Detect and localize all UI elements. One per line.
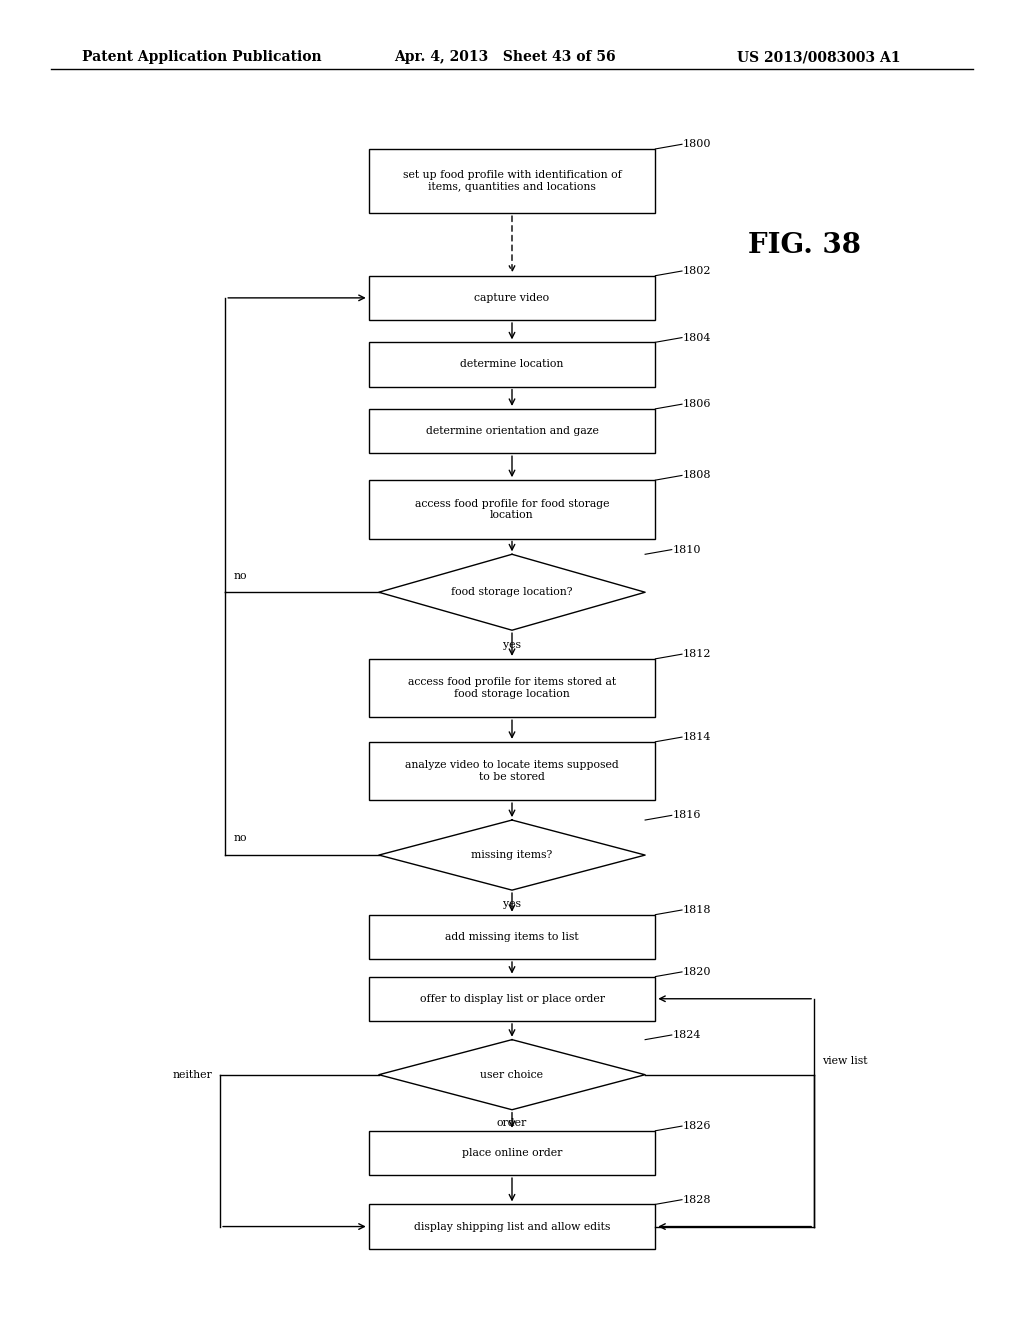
Text: food storage location?: food storage location?	[452, 587, 572, 597]
Text: yes: yes	[503, 640, 521, 649]
Text: access food profile for food storage
location: access food profile for food storage loc…	[415, 499, 609, 520]
Text: add missing items to list: add missing items to list	[445, 932, 579, 942]
FancyBboxPatch shape	[369, 149, 655, 214]
Text: 1804: 1804	[683, 333, 712, 343]
Text: set up food profile with identification of
items, quantities and locations: set up food profile with identification …	[402, 170, 622, 191]
Text: no: no	[233, 833, 247, 843]
FancyBboxPatch shape	[369, 915, 655, 960]
Text: determine orientation and gaze: determine orientation and gaze	[426, 426, 598, 436]
FancyBboxPatch shape	[369, 742, 655, 800]
FancyBboxPatch shape	[369, 480, 655, 539]
Text: capture video: capture video	[474, 293, 550, 302]
Text: access food profile for items stored at
food storage location: access food profile for items stored at …	[408, 677, 616, 698]
Text: 1800: 1800	[683, 140, 712, 149]
Text: yes: yes	[503, 899, 521, 909]
Text: missing items?: missing items?	[471, 850, 553, 861]
Text: 1824: 1824	[673, 1030, 701, 1040]
Text: 1816: 1816	[673, 810, 701, 820]
Polygon shape	[379, 1040, 645, 1110]
FancyBboxPatch shape	[369, 1131, 655, 1175]
Text: 1810: 1810	[673, 545, 701, 554]
FancyBboxPatch shape	[369, 276, 655, 319]
Text: Apr. 4, 2013   Sheet 43 of 56: Apr. 4, 2013 Sheet 43 of 56	[394, 50, 615, 65]
Text: 1806: 1806	[683, 399, 712, 409]
Text: 1826: 1826	[683, 1121, 712, 1131]
Text: view list: view list	[822, 1056, 867, 1065]
Text: no: no	[233, 570, 247, 581]
Text: Patent Application Publication: Patent Application Publication	[82, 50, 322, 65]
Text: 1812: 1812	[683, 649, 712, 659]
FancyBboxPatch shape	[369, 977, 655, 1020]
Text: analyze video to locate items supposed
to be stored: analyze video to locate items supposed t…	[406, 760, 618, 781]
Text: 1802: 1802	[683, 267, 712, 276]
Text: 1814: 1814	[683, 733, 712, 742]
Text: user choice: user choice	[480, 1069, 544, 1080]
Text: neither: neither	[172, 1069, 212, 1080]
Text: order: order	[497, 1118, 527, 1127]
Text: determine location: determine location	[461, 359, 563, 370]
Text: 1808: 1808	[683, 470, 712, 480]
FancyBboxPatch shape	[369, 409, 655, 453]
FancyBboxPatch shape	[369, 342, 655, 387]
Text: place online order: place online order	[462, 1148, 562, 1158]
Text: display shipping list and allow edits: display shipping list and allow edits	[414, 1221, 610, 1232]
Text: 1828: 1828	[683, 1195, 712, 1205]
Polygon shape	[379, 820, 645, 890]
Text: 1818: 1818	[683, 906, 712, 915]
FancyBboxPatch shape	[369, 659, 655, 717]
Text: 1820: 1820	[683, 966, 712, 977]
FancyBboxPatch shape	[369, 1204, 655, 1249]
Text: offer to display list or place order: offer to display list or place order	[420, 994, 604, 1003]
Text: US 2013/0083003 A1: US 2013/0083003 A1	[737, 50, 901, 65]
Polygon shape	[379, 554, 645, 630]
Text: FIG. 38: FIG. 38	[748, 232, 860, 259]
